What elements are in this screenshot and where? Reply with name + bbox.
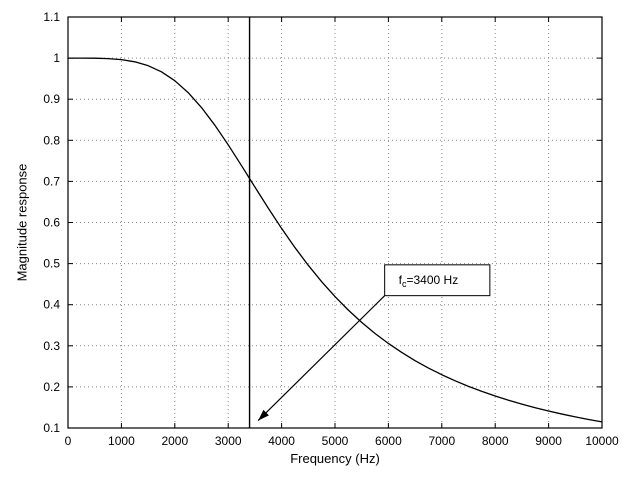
y-tick-label: 0.8 — [43, 133, 60, 147]
x-tick-label: 2000 — [161, 434, 188, 448]
x-tick-label: 5000 — [322, 434, 349, 448]
y-tick-label: 0.2 — [43, 380, 60, 394]
y-tick-label: 1 — [53, 51, 60, 65]
y-tick-label: 0.3 — [43, 339, 60, 353]
x-tick-label: 4000 — [268, 434, 295, 448]
x-tick-label: 9000 — [535, 434, 562, 448]
annotation-arrowhead — [258, 409, 269, 421]
x-tick-label: 10000 — [585, 434, 619, 448]
x-tick-label: 3000 — [215, 434, 242, 448]
annotation-arrow-line — [257, 295, 386, 422]
y-tick-label: 0.1 — [43, 421, 60, 435]
annotation-box — [384, 264, 491, 297]
x-tick-label: 0 — [65, 434, 72, 448]
response-curve — [67, 57, 603, 423]
x-tick-label: 8000 — [482, 434, 509, 448]
y-tick-label: 0.4 — [43, 298, 60, 312]
x-tick-label: 1000 — [108, 434, 135, 448]
y-tick-label: 0.7 — [43, 174, 60, 188]
x-tick-label: 6000 — [375, 434, 402, 448]
annotation-text: fc=3400 Hz — [399, 273, 459, 289]
y-tick-label: 1.1 — [43, 10, 60, 24]
y-tick-label: 0.6 — [43, 216, 60, 230]
x-axis-label: Frequency (Hz) — [290, 451, 380, 466]
y-axis-label: Magnitude response — [14, 163, 30, 282]
x-tick-label: 7000 — [428, 434, 455, 448]
y-tick-label: 0.9 — [43, 92, 60, 106]
y-tick-label: 0.5 — [43, 257, 60, 271]
